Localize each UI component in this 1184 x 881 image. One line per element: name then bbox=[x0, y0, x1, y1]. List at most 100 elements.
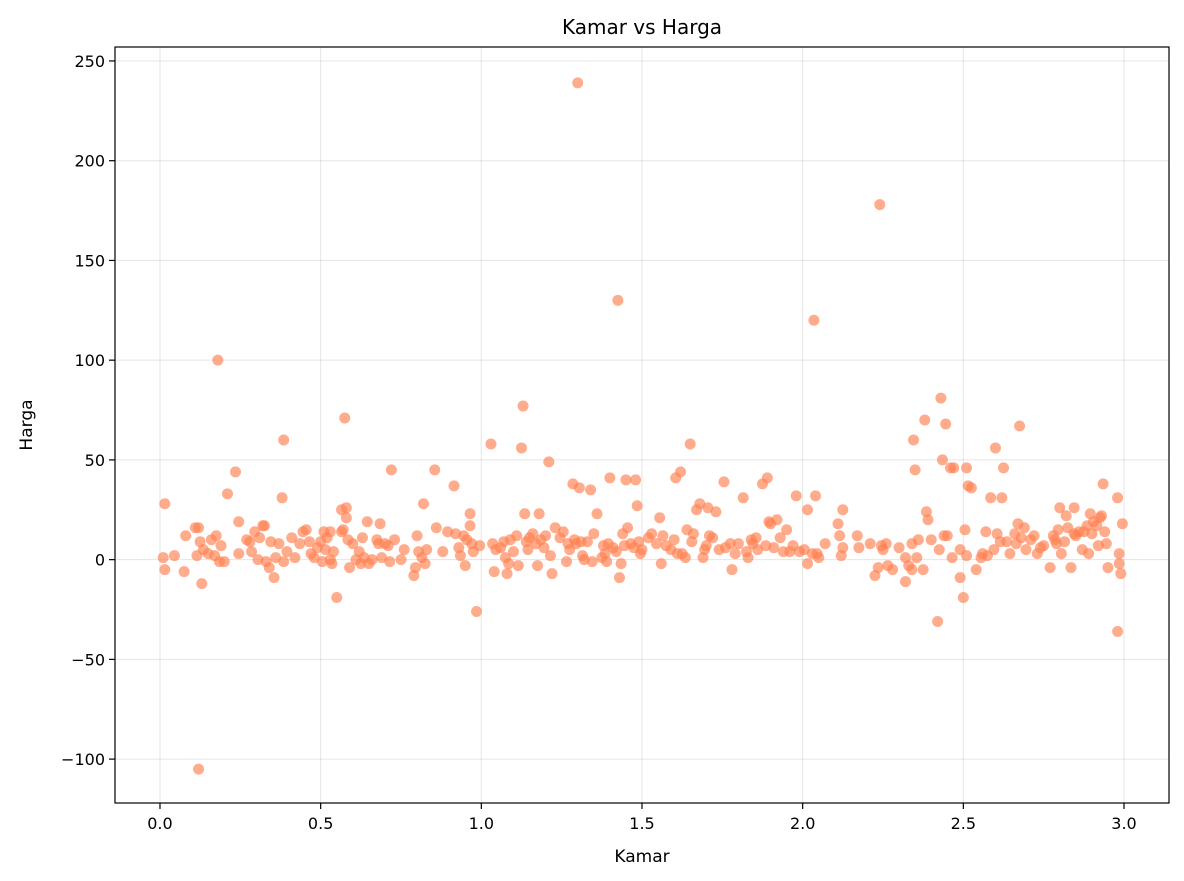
data-point bbox=[781, 524, 793, 536]
data-point bbox=[340, 512, 352, 524]
data-point bbox=[622, 522, 634, 534]
data-point bbox=[604, 472, 616, 484]
data-point bbox=[347, 538, 359, 550]
data-point bbox=[454, 550, 466, 562]
data-point bbox=[586, 556, 598, 568]
data-point bbox=[961, 550, 973, 562]
data-point bbox=[501, 568, 513, 580]
data-point bbox=[1083, 548, 1095, 560]
data-point bbox=[1065, 562, 1077, 574]
data-point bbox=[932, 615, 944, 627]
data-point bbox=[157, 552, 169, 564]
data-point bbox=[679, 552, 691, 564]
data-point bbox=[906, 564, 918, 576]
data-point bbox=[1052, 524, 1064, 536]
data-point bbox=[244, 536, 256, 548]
data-point bbox=[900, 576, 911, 588]
data-point bbox=[761, 472, 773, 484]
data-point bbox=[1115, 568, 1127, 580]
data-point bbox=[419, 558, 431, 570]
data-point bbox=[233, 516, 245, 528]
data-point bbox=[193, 763, 205, 775]
x-tick-label: 0.0 bbox=[147, 814, 172, 833]
data-point bbox=[936, 454, 948, 466]
data-point bbox=[488, 566, 500, 578]
data-point bbox=[522, 544, 534, 556]
y-tick-label: 100 bbox=[74, 351, 105, 370]
data-point bbox=[429, 464, 441, 476]
data-point bbox=[935, 392, 947, 404]
data-point bbox=[1004, 548, 1016, 560]
data-point bbox=[303, 536, 315, 548]
data-point bbox=[337, 524, 349, 536]
data-point bbox=[515, 442, 527, 454]
data-point bbox=[384, 556, 396, 568]
data-point bbox=[540, 530, 552, 542]
y-tick-label: 200 bbox=[74, 152, 105, 171]
data-point bbox=[1044, 562, 1056, 574]
data-point bbox=[1015, 532, 1027, 544]
y-axis-ticks: −100 −50 0 50 100 150 200 250 bbox=[61, 52, 115, 769]
data-point bbox=[893, 542, 905, 554]
data-point bbox=[328, 546, 340, 558]
data-point bbox=[1018, 522, 1030, 534]
data-point bbox=[557, 526, 569, 538]
data-point bbox=[294, 538, 306, 550]
data-point bbox=[281, 546, 293, 558]
data-point bbox=[1001, 536, 1013, 548]
data-point bbox=[917, 564, 929, 576]
data-point bbox=[389, 534, 401, 546]
data-point bbox=[718, 476, 730, 488]
data-point bbox=[254, 532, 266, 544]
data-point bbox=[636, 544, 648, 556]
data-point bbox=[572, 77, 584, 89]
data-point bbox=[212, 354, 224, 366]
data-point bbox=[246, 546, 258, 558]
data-point bbox=[1054, 502, 1066, 514]
data-point bbox=[989, 442, 1001, 454]
data-point bbox=[398, 544, 410, 556]
data-point bbox=[834, 530, 846, 542]
data-point bbox=[1060, 510, 1072, 522]
data-point bbox=[485, 438, 497, 450]
data-point bbox=[985, 492, 997, 504]
data-point bbox=[808, 314, 820, 326]
data-point bbox=[1100, 538, 1112, 550]
data-point bbox=[417, 498, 429, 510]
x-tick-label: 3.0 bbox=[1111, 814, 1136, 833]
data-point bbox=[544, 550, 556, 562]
data-point bbox=[729, 548, 741, 560]
data-point bbox=[471, 606, 483, 618]
data-point bbox=[724, 538, 736, 550]
data-point bbox=[832, 518, 844, 530]
data-point bbox=[517, 400, 529, 412]
data-point bbox=[519, 508, 531, 520]
data-point bbox=[276, 492, 288, 504]
data-point bbox=[560, 556, 572, 568]
data-point bbox=[853, 542, 865, 554]
data-point bbox=[631, 500, 643, 512]
data-point bbox=[366, 554, 378, 566]
x-tick-label: 2.0 bbox=[790, 814, 815, 833]
data-point bbox=[801, 504, 813, 516]
data-point bbox=[546, 568, 558, 580]
data-point bbox=[750, 532, 762, 544]
data-point bbox=[1097, 478, 1109, 490]
data-point bbox=[909, 464, 921, 476]
data-point bbox=[946, 552, 958, 564]
data-point bbox=[533, 508, 545, 520]
data-point bbox=[527, 528, 539, 540]
y-tick-label: 0 bbox=[95, 551, 105, 570]
data-point bbox=[324, 526, 336, 538]
data-point bbox=[503, 558, 515, 570]
data-point bbox=[356, 532, 368, 544]
data-point bbox=[278, 434, 290, 446]
data-point bbox=[588, 528, 600, 540]
data-point bbox=[980, 526, 992, 538]
data-point bbox=[180, 530, 192, 542]
data-point bbox=[1096, 510, 1108, 522]
data-point bbox=[159, 564, 171, 576]
data-point bbox=[591, 508, 603, 520]
data-point bbox=[168, 550, 180, 562]
